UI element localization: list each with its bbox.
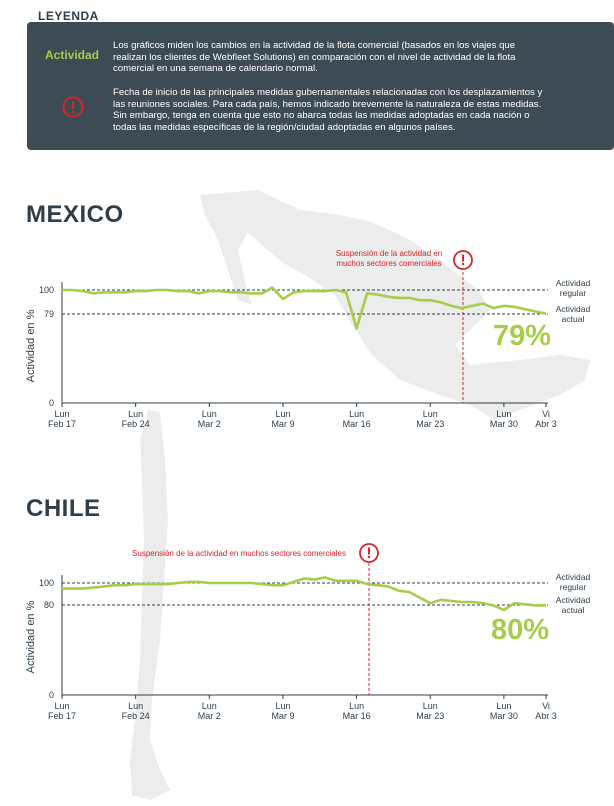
measure-text-line: todas las medidas específicas de la regi… — [113, 121, 456, 133]
measure-text-line: Sin embargo, tenga en cuenta que esto no… — [113, 110, 530, 121]
chile-x-tick-label: Mar 23 — [416, 711, 444, 721]
mexico-ytick-100: 100 — [39, 285, 54, 295]
chile-x-tick-label: Lun — [128, 701, 143, 711]
measure-text-line: Fecha de inicio de las principales medid… — [113, 87, 543, 98]
legend-box: Actividad Los gráficos miden los cambios… — [27, 22, 614, 150]
chile-x-tick-label: Mar 16 — [343, 711, 371, 721]
chile-x-tick-label: Abr 3 — [535, 711, 557, 721]
mexico-regular-label: regular — [560, 288, 587, 298]
mexico-x-tick-label: Lun — [496, 409, 511, 419]
mexico-title: MEXICO — [26, 201, 124, 228]
mexico-actual-label: actual — [562, 314, 585, 324]
alert-icon — [62, 96, 84, 118]
chile-annotation-line: Suspensión de la actividad en muchos sec… — [132, 549, 346, 558]
mexico-series-line — [62, 286, 547, 330]
chile-ytick-100: 100 — [39, 578, 54, 588]
mexico-x-tick-label: Feb 24 — [122, 419, 150, 429]
chile-x-tick-label: Lun — [54, 701, 69, 711]
mexico-y-axis: 100 79 0 Actividad en % — [25, 282, 63, 408]
activity-text-line: comercial en una semana de calendario no… — [113, 63, 318, 74]
mexico-x-tick-label: Mar 30 — [490, 419, 518, 429]
activity-description: Los gráficos miden los cambios en la act… — [113, 40, 515, 75]
mexico-x-tick-label: Vi — [542, 409, 550, 419]
chile-ytick-0: 0 — [49, 690, 54, 700]
mexico-x-tick-label: Lun — [128, 409, 143, 419]
mexico-x-tick-label: Lun — [349, 409, 364, 419]
chile-x-tick-label: Mar 2 — [198, 711, 221, 721]
mexico-x-tick-label: Feb 17 — [48, 419, 76, 429]
mexico-x-tick-label: Mar 2 — [198, 419, 221, 429]
activity-text-line: realizan los clientes de Webfleet Soluti… — [113, 51, 516, 63]
chile-actual-label: actual — [562, 605, 585, 615]
mexico-map-shape — [200, 190, 590, 420]
mexico-ytick-0: 0 — [49, 398, 54, 408]
mexico-x-tick-label: Abr 3 — [535, 419, 557, 429]
chile-alert-icon — [359, 543, 379, 563]
mexico-x-tick-label: Lun — [54, 409, 69, 419]
mexico-regular-label: Actividad — [556, 278, 591, 288]
chile-actual-label: Actividad — [556, 595, 591, 605]
chile-x-tick-label: Mar 9 — [271, 711, 294, 721]
chile-x-tick-label: Lun — [423, 701, 438, 711]
mexico-x-tick-label: Mar 16 — [343, 419, 371, 429]
mexico-annotation-line: muchos sectores comerciales — [336, 259, 441, 268]
chile-x-tick-label: Feb 17 — [48, 711, 76, 721]
chile-x-tick-label: Mar 30 — [490, 711, 518, 721]
chile-x-tick-label: Lun — [496, 701, 511, 711]
mexico-x-tick-label: Mar 9 — [271, 419, 294, 429]
chile-x-tick-label: Lun — [349, 701, 364, 711]
mexico-x-tick-label: Mar 23 — [416, 419, 444, 429]
chile-series-line — [62, 576, 546, 612]
chile-x-tick-label: Feb 24 — [122, 711, 150, 721]
chile-ylabel: Actividad en % — [25, 600, 37, 673]
mexico-ylabel: Actividad en % — [25, 309, 37, 382]
mexico-current-pct: 79% — [493, 320, 551, 352]
mexico-x-tick-label: Lun — [275, 409, 290, 419]
chile-ytick-80: 80 — [44, 600, 54, 610]
activity-text-line: Los gráficos miden los cambios en la act… — [113, 40, 516, 51]
mexico-ytick-79: 79 — [44, 309, 54, 319]
chile-regular-label: regular — [560, 582, 587, 592]
chile-current-pct: 80% — [491, 614, 549, 646]
mexico-alert-icon — [453, 250, 473, 270]
chile-title: CHILE — [26, 495, 101, 522]
mexico-annotation-line: Suspensión de la actividad en — [336, 249, 442, 258]
chile-x-tick-label: Lun — [202, 701, 217, 711]
mexico-actual-label: Actividad — [556, 304, 591, 314]
activity-key: Actividad — [45, 48, 100, 62]
chile-x-tick-label: Lun — [275, 701, 290, 711]
mexico-x-tick-label: Lun — [423, 409, 438, 419]
measure-text-line: las reuniones sociales. Para cada país, … — [113, 98, 542, 110]
chile-x-tick-label: Vi — [542, 701, 550, 711]
legend-title: LEYENDA — [38, 9, 99, 23]
mexico-x-tick-label: Lun — [202, 409, 217, 419]
measure-description: Fecha de inicio de las principales medid… — [113, 87, 542, 133]
chile-y-axis: 100 80 0 Actividad en % — [25, 575, 63, 700]
chile-regular-label: Actividad — [556, 572, 591, 582]
